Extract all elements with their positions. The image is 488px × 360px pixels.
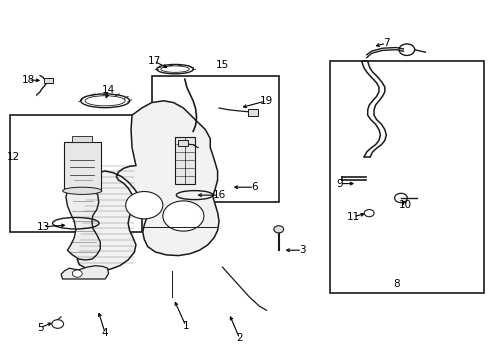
Bar [151, 76, 278, 202]
Text: 4: 4 [102, 328, 108, 338]
Circle shape [163, 201, 203, 231]
Bar [44, 78, 53, 83]
Circle shape [52, 320, 63, 328]
Circle shape [398, 44, 414, 55]
Circle shape [394, 193, 407, 203]
Text: 10: 10 [399, 200, 411, 210]
Text: 9: 9 [336, 179, 343, 189]
Bar [72, 136, 92, 142]
Text: 17: 17 [147, 56, 161, 66]
Bar [10, 115, 142, 232]
Text: 1: 1 [182, 321, 189, 331]
Text: 2: 2 [236, 333, 243, 343]
Text: 13: 13 [36, 222, 50, 232]
Bar [248, 109, 258, 116]
PathPatch shape [77, 101, 219, 271]
Text: 18: 18 [21, 75, 35, 85]
PathPatch shape [66, 173, 100, 260]
Text: 15: 15 [215, 60, 229, 70]
Text: 11: 11 [346, 212, 359, 222]
Bar [63, 142, 101, 191]
Text: 14: 14 [102, 85, 115, 95]
Circle shape [273, 226, 283, 233]
Circle shape [125, 192, 163, 219]
Bar [175, 137, 194, 184]
Text: 19: 19 [259, 96, 273, 106]
Circle shape [364, 210, 373, 217]
Text: 3: 3 [298, 245, 305, 255]
Bar [178, 140, 188, 146]
PathPatch shape [61, 266, 108, 279]
Bar [329, 61, 483, 293]
Ellipse shape [62, 187, 102, 194]
Text: 8: 8 [392, 279, 399, 289]
Text: 12: 12 [7, 152, 20, 162]
Text: 6: 6 [250, 182, 257, 192]
Text: 5: 5 [37, 323, 43, 333]
Text: 7: 7 [382, 38, 389, 48]
Text: 16: 16 [212, 190, 225, 200]
Circle shape [72, 270, 82, 277]
